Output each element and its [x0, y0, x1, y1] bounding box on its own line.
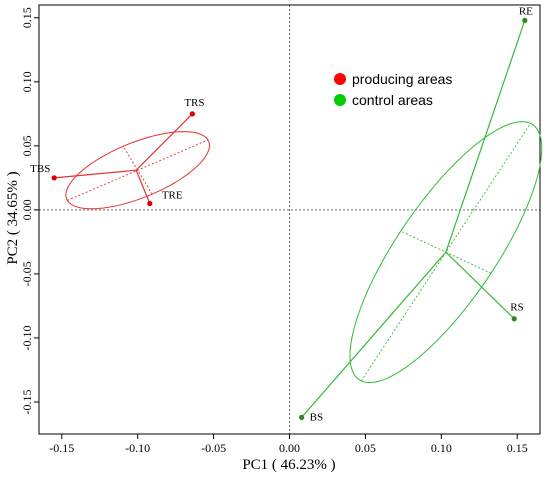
ellipse-minor-axis	[122, 146, 153, 195]
sample-point	[522, 17, 528, 23]
sample-point	[147, 200, 153, 207]
x-axis-title: PC1 ( 46.23% )	[242, 457, 335, 473]
confidence-ellipse	[349, 121, 543, 384]
point-label: TRS	[184, 97, 204, 109]
x-tick-label: 0.15	[507, 441, 528, 455]
spoke-line	[445, 251, 515, 320]
x-tick-label: -0.10	[125, 441, 150, 455]
x-tick-label: 0.10	[431, 441, 452, 455]
spoke-line	[135, 113, 193, 171]
x-tick-label: -0.05	[201, 441, 226, 455]
spoke-line	[54, 169, 137, 179]
spoke-line	[445, 20, 526, 253]
y-tick-label: 0.00	[20, 199, 34, 220]
point-label: TRE	[162, 189, 183, 201]
ellipse-major-axis	[67, 139, 209, 201]
y-tick-label: -0.10	[20, 325, 34, 350]
sample-point	[511, 316, 517, 322]
spoke-line	[301, 251, 447, 418]
x-tick-label: -0.15	[49, 441, 74, 455]
sample-point	[189, 111, 195, 117]
y-tick-label: -0.15	[20, 389, 34, 414]
legend-label: producing areas	[352, 71, 452, 87]
y-tick-label: 0.15	[20, 7, 34, 28]
x-tick-label: 0.05	[355, 441, 376, 455]
sample-point	[51, 175, 57, 181]
sample-point	[299, 414, 305, 420]
legend-marker	[334, 73, 346, 85]
y-tick-label: 0.05	[20, 135, 34, 156]
point-label: RE	[519, 5, 533, 17]
legend-label: control areas	[352, 92, 433, 108]
spoke-line	[135, 169, 151, 204]
ellipse-major-axis	[360, 123, 531, 382]
y-tick-label: -0.05	[20, 261, 34, 286]
y-tick-label: 0.10	[20, 71, 34, 92]
legend-marker	[334, 94, 346, 106]
series-producing-areas: TBS TRS TRE	[30, 97, 210, 210]
point-label: BS	[310, 411, 323, 423]
point-label: TBS	[30, 163, 50, 175]
series-control-areas: RE RS BS	[299, 5, 543, 423]
y-axis-title: PC2 ( 34.65% )	[5, 171, 21, 264]
confidence-ellipse	[65, 131, 210, 210]
x-tick-label: 0.00	[279, 441, 300, 455]
point-label: RS	[510, 302, 523, 314]
